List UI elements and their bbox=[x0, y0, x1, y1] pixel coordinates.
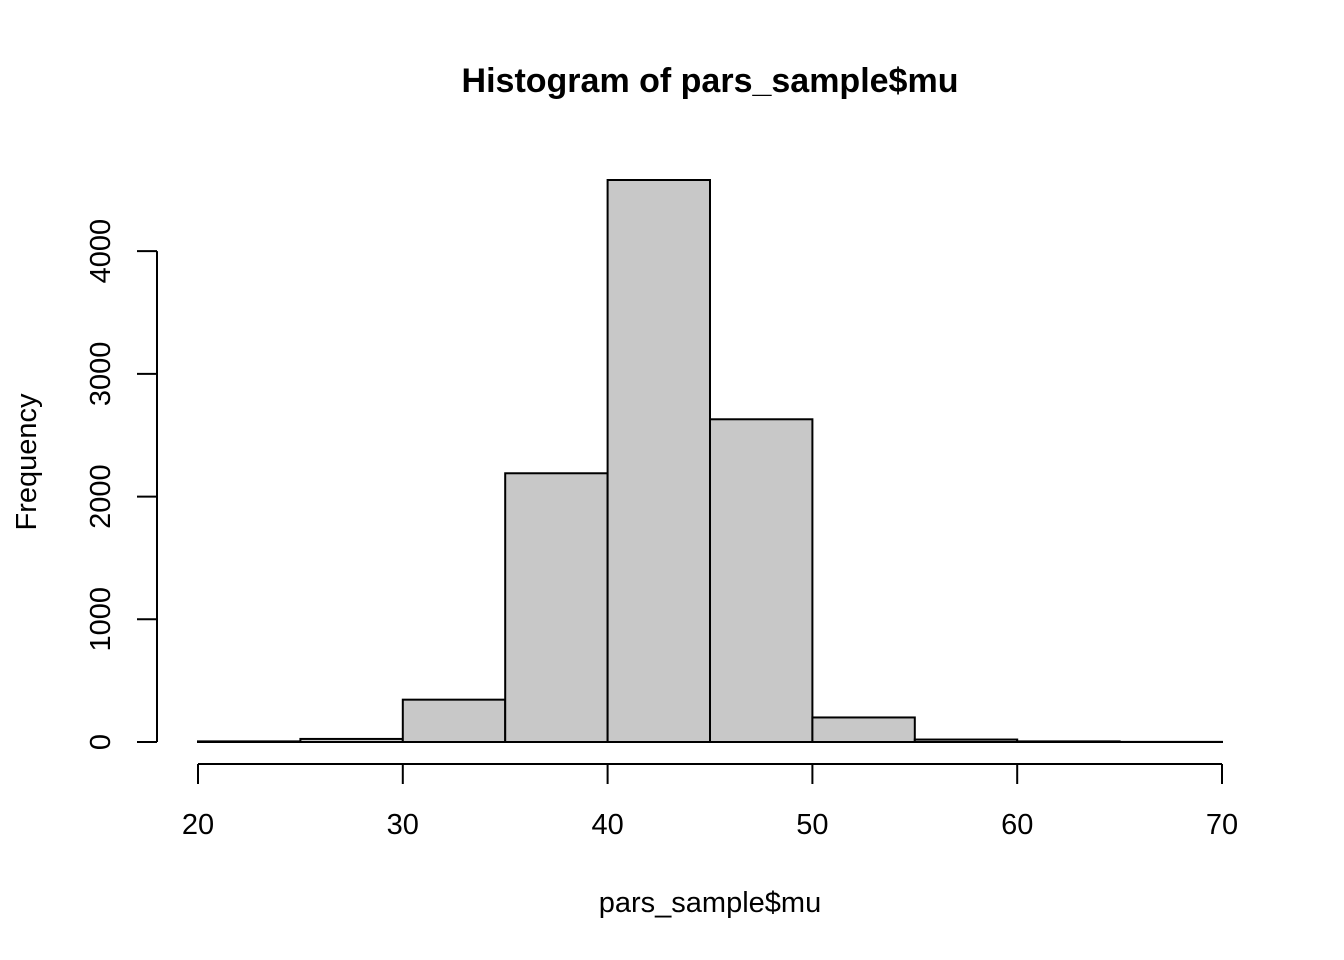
chart-title: Histogram of pars_sample$mu bbox=[462, 62, 959, 100]
histogram-bar-5 bbox=[606, 179, 711, 743]
x-tick-label-40: 40 bbox=[591, 809, 623, 841]
x-axis: 20 30 40 50 60 70 bbox=[182, 763, 1238, 841]
x-tick-label-20: 20 bbox=[182, 809, 214, 841]
x-axis-label: pars_sample$mu bbox=[599, 887, 821, 919]
histogram-bar-2 bbox=[299, 737, 404, 743]
y-axis-label: Frequency bbox=[11, 393, 43, 531]
y-tick-label-3000: 3000 bbox=[85, 342, 117, 407]
x-tick-label-50: 50 bbox=[796, 809, 828, 841]
x-tick-label-60: 60 bbox=[1001, 809, 1033, 841]
histogram-bar-6 bbox=[709, 418, 814, 743]
y-tick-label-2000: 2000 bbox=[85, 464, 117, 529]
y-tick-label-0: 0 bbox=[85, 734, 117, 750]
y-axis: 0 1000 2000 3000 4000 bbox=[85, 219, 158, 750]
x-tick-label-70: 70 bbox=[1206, 809, 1238, 841]
y-tick-label-1000: 1000 bbox=[85, 587, 117, 652]
y-tick-label-4000: 4000 bbox=[85, 219, 117, 284]
x-tick-label-30: 30 bbox=[387, 809, 419, 841]
histogram-bar-4 bbox=[504, 472, 609, 743]
histogram-bar-9 bbox=[1016, 740, 1121, 744]
histogram-bar-1 bbox=[197, 740, 302, 744]
histogram-bar-8 bbox=[913, 738, 1019, 743]
histogram-bars bbox=[197, 179, 1223, 744]
histogram-bar-3 bbox=[401, 698, 507, 744]
histogram-bar-7 bbox=[811, 716, 916, 743]
